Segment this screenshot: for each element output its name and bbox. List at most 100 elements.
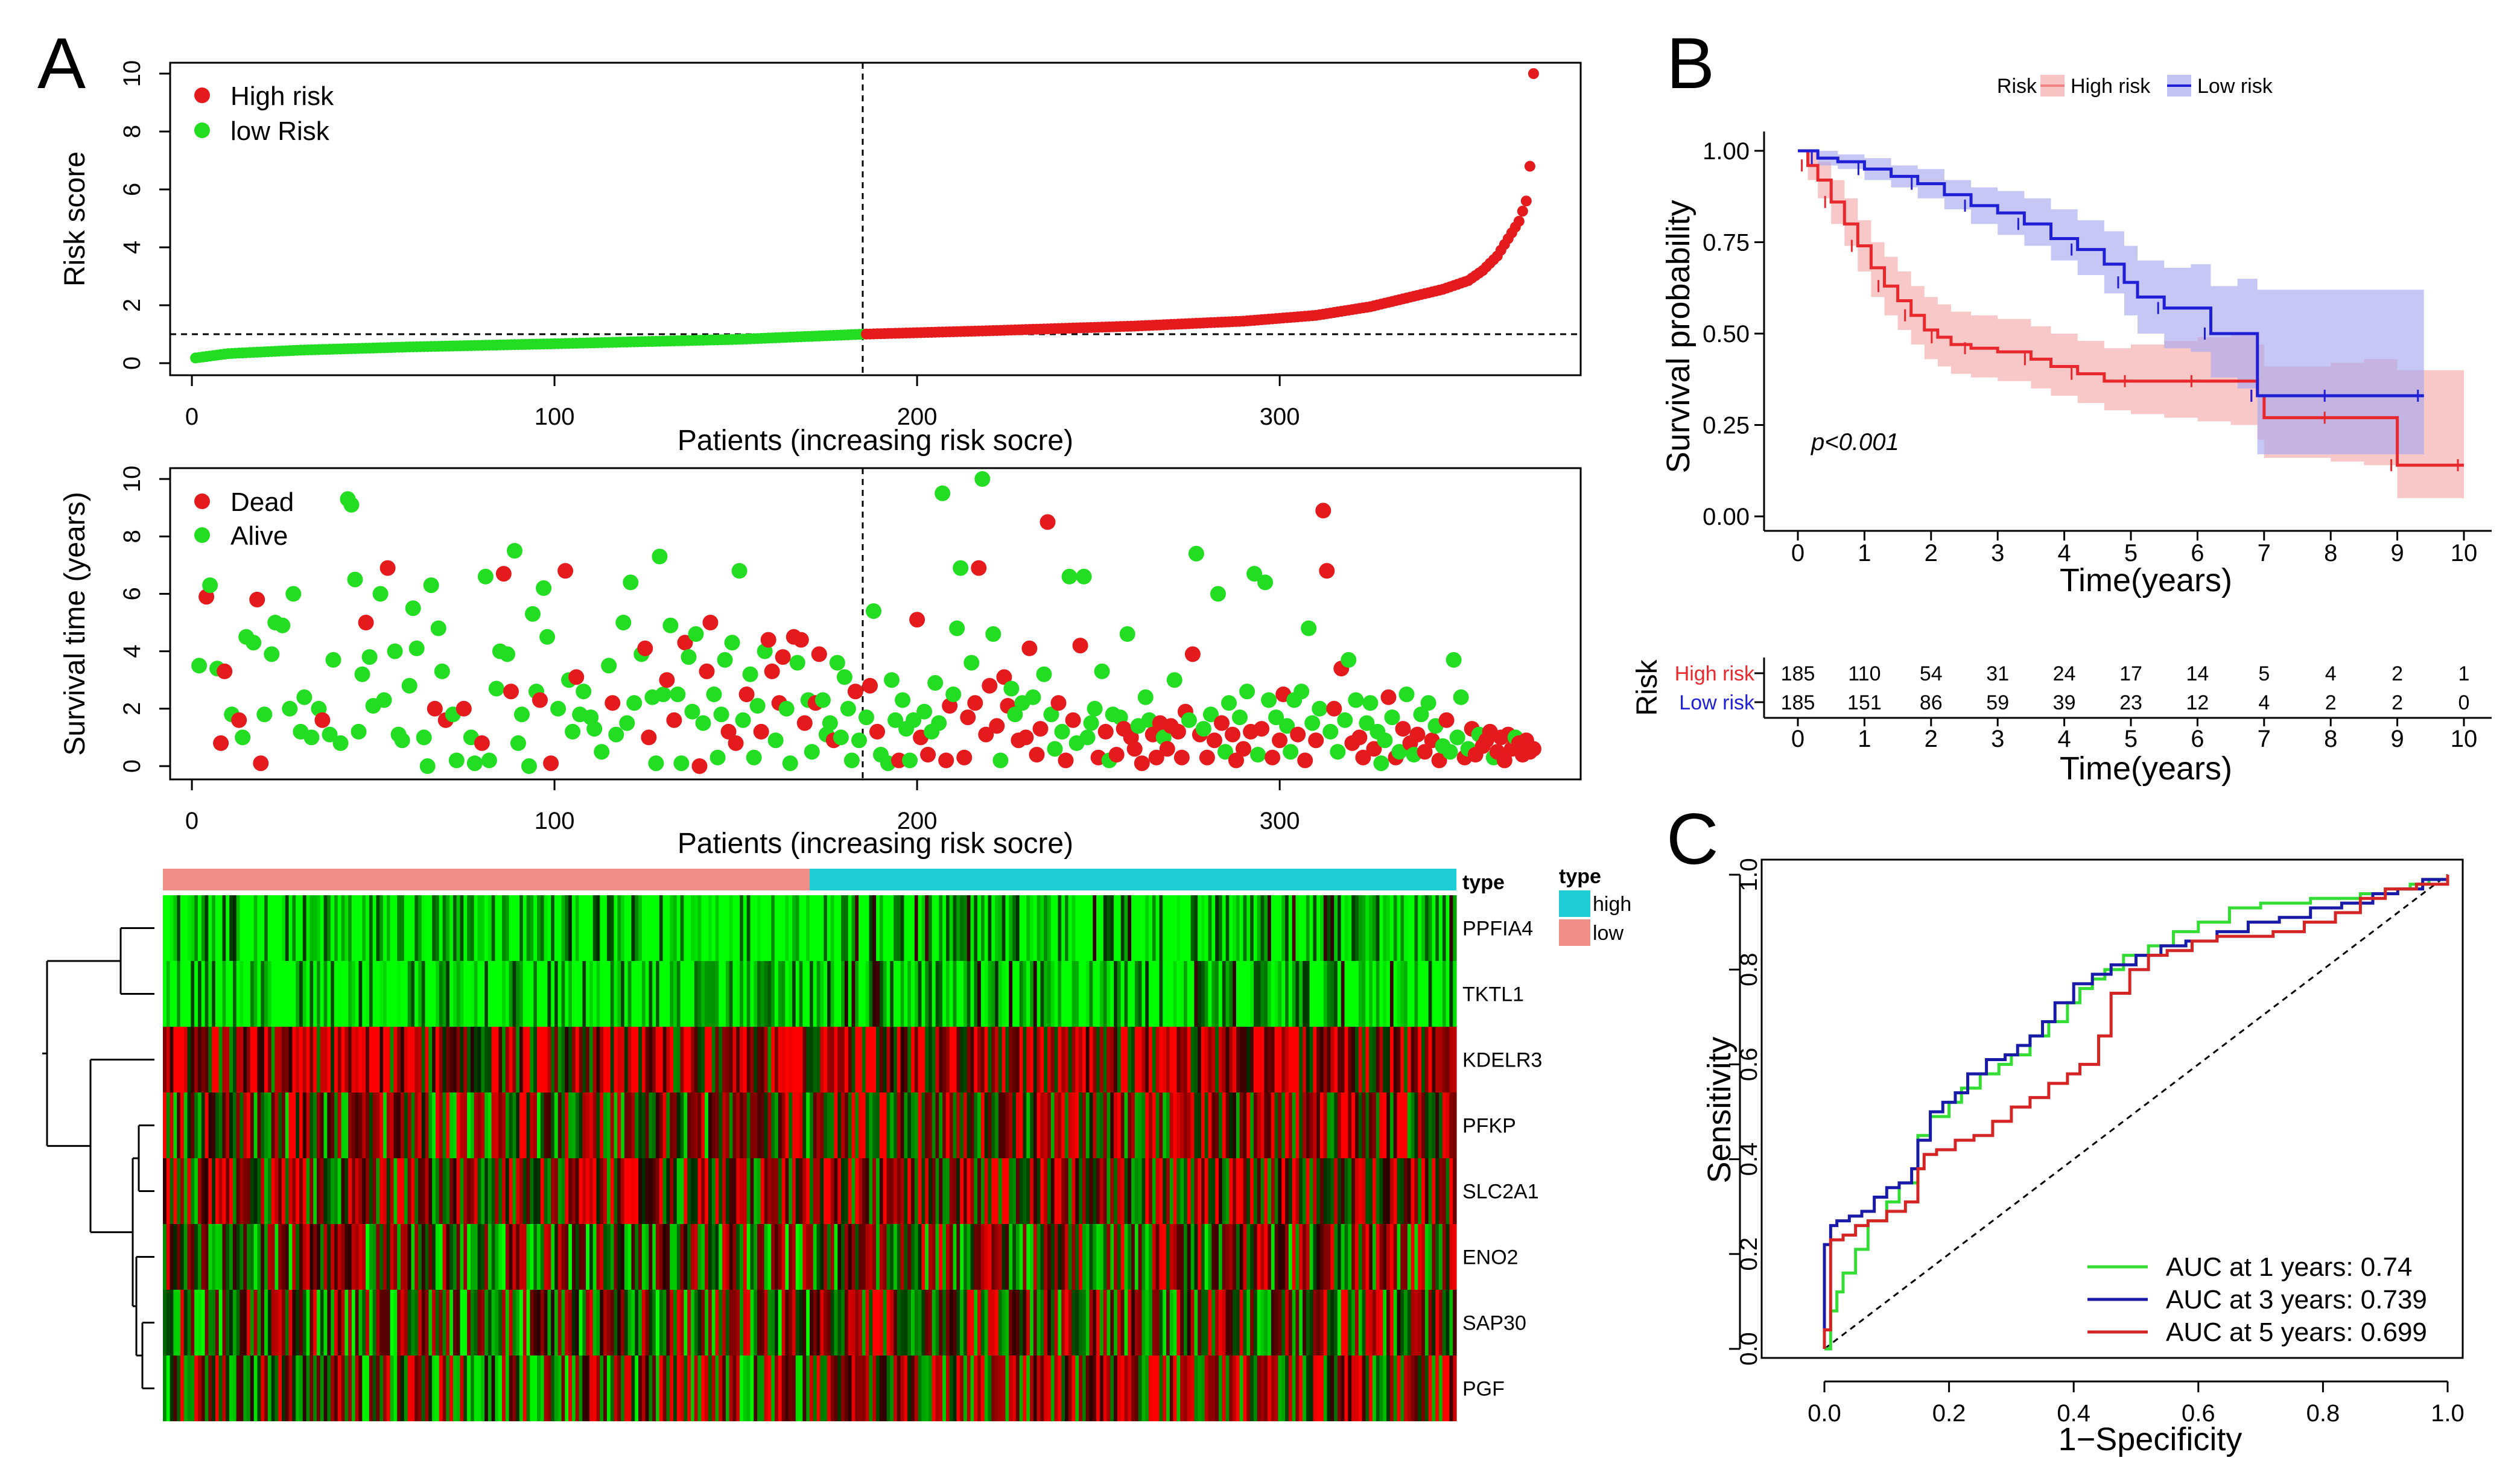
heatmap-cell <box>177 1092 181 1158</box>
survival-point-alive <box>884 672 900 688</box>
heatmap-cell <box>1068 961 1073 1027</box>
heatmap-cell <box>760 1158 765 1224</box>
heatmap-cell <box>201 1158 206 1224</box>
heatmap-cell <box>834 1092 838 1158</box>
heatmap-cell <box>1295 1356 1300 1421</box>
heatmap-cell <box>519 1356 524 1421</box>
heatmap-cell <box>1295 961 1300 1027</box>
heatmap-cell <box>376 1092 380 1158</box>
heatmap-cell <box>401 1027 405 1092</box>
heatmap-cell <box>1120 1290 1125 1356</box>
heatmap-cell <box>386 961 391 1027</box>
heatmap-cell <box>778 895 782 961</box>
heatmap-cell <box>956 1356 960 1421</box>
heatmap-cell <box>1260 1224 1265 1290</box>
heatmap-cell <box>1250 1092 1254 1158</box>
heatmap-cell <box>177 1290 181 1356</box>
heatmap-cell <box>309 1356 314 1421</box>
heatmap-cell <box>883 1092 887 1158</box>
heatmap-cell <box>1198 1158 1202 1224</box>
heatmap-cell <box>1309 1356 1314 1421</box>
risk-table-xlabel: Time(years) <box>2060 750 2232 787</box>
heatmap-cell <box>995 1092 999 1158</box>
heatmap-cell <box>1012 1356 1017 1421</box>
heatmap-cell <box>824 1027 828 1092</box>
heatmap-cell <box>1404 1158 1408 1224</box>
heatmap-cell <box>439 1224 443 1290</box>
heatmap-cell <box>1344 1224 1348 1290</box>
heatmap-cell <box>1201 895 1205 961</box>
heatmap-cell <box>519 1158 524 1224</box>
heatmap-cell <box>627 1290 632 1356</box>
heatmap-cell <box>1023 1356 1027 1421</box>
heatmap-cell <box>1446 1356 1450 1421</box>
heatmap-cell <box>1093 961 1097 1027</box>
heatmap-cell <box>1061 1356 1065 1421</box>
heatmap-cell <box>271 1224 276 1290</box>
heatmap-cell <box>635 1092 639 1158</box>
heatmap-cell <box>1071 1092 1076 1158</box>
heatmap-cell <box>886 895 890 961</box>
heatmap-cell <box>1424 961 1429 1027</box>
heatmap-cell <box>614 961 618 1027</box>
heatmap-cell <box>1243 1356 1247 1421</box>
heatmap-cell <box>775 1356 779 1421</box>
heatmap-cell <box>897 1356 901 1421</box>
heatmap-cell <box>1225 1092 1230 1158</box>
heatmap-cell <box>907 1158 912 1224</box>
heatmap-cell <box>512 1290 516 1356</box>
heatmap-cell <box>837 1290 842 1356</box>
heatmap-cell <box>1180 1092 1184 1158</box>
heatmap-cell <box>1389 1224 1394 1290</box>
heatmap-cell <box>736 1224 740 1290</box>
heatmap-cell <box>474 895 478 961</box>
heatmap-cell <box>775 895 779 961</box>
heatmap-cell <box>341 895 345 961</box>
heatmap-cell <box>694 1158 699 1224</box>
heatmap-cell <box>1184 1290 1188 1356</box>
heatmap-cell <box>1323 895 1328 961</box>
heatmap-cell <box>1198 1290 1202 1356</box>
heatmap-cell <box>334 1356 338 1421</box>
heatmap-cell <box>1354 1158 1359 1224</box>
heatmap-cell <box>980 1290 985 1356</box>
heatmap-cell <box>1306 961 1310 1027</box>
risk-score-point <box>1520 195 1532 207</box>
heatmap-cell <box>484 961 489 1027</box>
heatmap-cell <box>652 1027 656 1092</box>
heatmap-cell <box>690 961 695 1027</box>
heatmap-cell <box>205 1027 209 1092</box>
heatmap-cell <box>163 1158 167 1224</box>
heatmap-cell <box>250 1027 255 1092</box>
heatmap-cell <box>1138 961 1143 1027</box>
gene-label: PGF <box>1462 1378 1505 1401</box>
heatmap-cell <box>197 1224 202 1290</box>
heatmap-cell <box>614 1092 618 1158</box>
heatmap-cell <box>953 1224 957 1290</box>
heatmap-cell <box>750 1027 754 1092</box>
heatmap-cell <box>313 1224 317 1290</box>
heatmap-cell <box>659 961 664 1027</box>
heatmap-cell <box>309 1092 314 1158</box>
heatmap-cell <box>953 1356 957 1421</box>
heatmap-cell <box>841 1027 845 1092</box>
heatmap-cell <box>540 1290 545 1356</box>
heatmap-cell <box>446 895 450 961</box>
risk-table-x-tick-label: 4 <box>2057 726 2071 752</box>
heatmap-cell <box>960 961 964 1027</box>
survival-point-alive <box>1036 666 1052 682</box>
heatmap-cell <box>1369 1158 1373 1224</box>
heatmap-cell <box>530 1224 534 1290</box>
heatmap-cell <box>421 961 426 1027</box>
heatmap-cell <box>1253 895 1258 961</box>
risk-table-row-label: High risk <box>1675 662 1755 685</box>
heatmap-cell <box>247 895 251 961</box>
risk-score-y-tick-label: 4 <box>119 241 145 254</box>
heatmap-cell <box>729 1224 734 1290</box>
heatmap-cell <box>732 1224 737 1290</box>
risk-score-points <box>190 68 1539 364</box>
heatmap-cell <box>565 1027 569 1092</box>
heatmap-cell <box>1330 1027 1335 1092</box>
heatmap-cell <box>205 1092 209 1158</box>
heatmap-cell <box>1320 1290 1324 1356</box>
